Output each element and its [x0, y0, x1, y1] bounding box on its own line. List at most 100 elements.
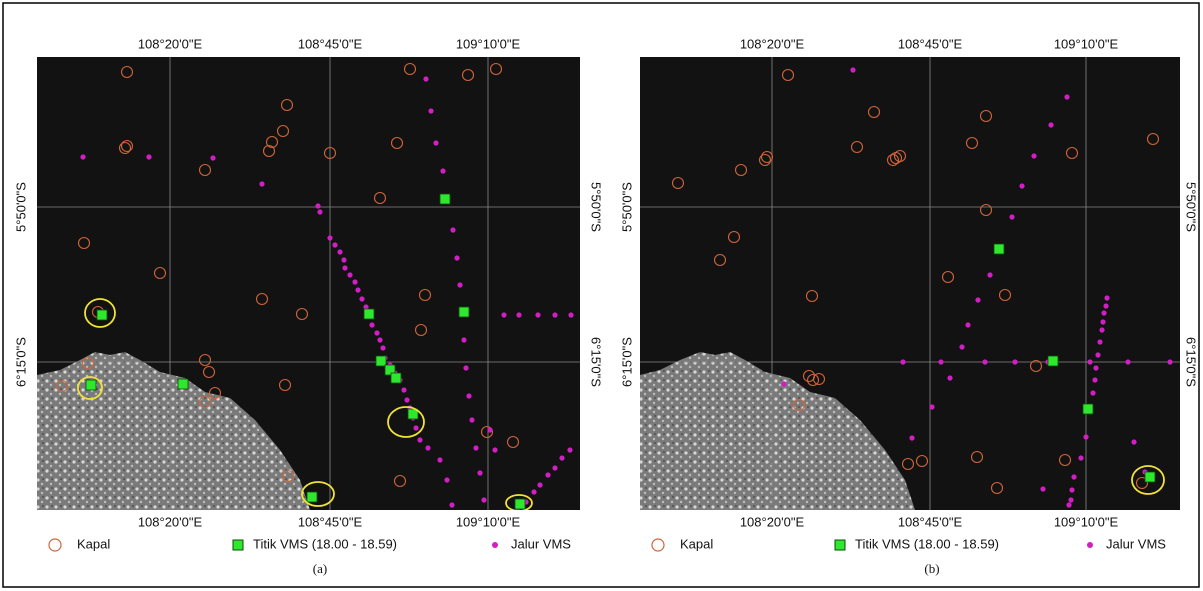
longitude-label: 108°45'0"E	[298, 36, 363, 51]
vms-track-point	[341, 257, 346, 262]
longitude-label: 109°10'0"E	[456, 36, 521, 51]
vms-track-point	[1097, 339, 1102, 344]
vms-track-point	[1031, 153, 1036, 158]
vms-track-point	[449, 502, 454, 507]
vms-track-point	[450, 227, 455, 232]
longitude-label: 108°20'0"E	[740, 514, 805, 529]
vms-track-point	[466, 393, 471, 398]
vms-track-point	[437, 457, 442, 462]
latitude-label: 5°50'0"S	[13, 182, 28, 232]
panel-a: 108°20'0"E108°20'0"E108°45'0"E108°45'0"E…	[13, 36, 603, 576]
latitude-label: 6°15'0"S	[13, 337, 28, 387]
vms-track-point	[487, 427, 492, 432]
caption: (b)	[924, 561, 939, 576]
vms-track-point	[428, 108, 433, 113]
vms-track-point	[545, 472, 550, 477]
vms-track-point	[909, 435, 914, 440]
figure: 108°20'0"E 108°20'0"E 108°45'0"E 108°45'0"E…	[0, 0, 1203, 591]
vms-track-point	[401, 387, 406, 392]
vms-track-point	[1092, 377, 1097, 382]
legend-vms-point-symbol	[835, 540, 845, 550]
vms-track-point	[1093, 365, 1098, 370]
vms-track-point	[1019, 183, 1024, 188]
longitude-label: 108°45'0"E	[898, 514, 963, 529]
vms-track-point	[463, 365, 468, 370]
longitude-label: 108°20'0"E	[740, 36, 805, 51]
vms-track-point	[210, 155, 215, 160]
vms-point	[376, 356, 386, 366]
vms-track-point	[938, 359, 943, 364]
vms-track-point	[342, 265, 347, 270]
vms-track-point	[552, 465, 557, 470]
vms-track-point	[535, 312, 540, 317]
latitude-label: 5°50'0"S	[619, 182, 634, 232]
vms-track-point	[492, 447, 497, 452]
latitude-label: 5°50'0"S	[1184, 182, 1199, 232]
vms-track-point	[850, 67, 855, 72]
vms-track-point	[477, 470, 482, 475]
longitude-label: 109°10'0"E	[456, 514, 521, 529]
vms-track-point	[501, 312, 506, 317]
legend-label: Titik VMS (18.00 - 18.59)	[855, 536, 999, 551]
vms-track-point	[559, 455, 564, 460]
vms-track-point	[1012, 359, 1017, 364]
vms-point	[97, 310, 107, 320]
vms-track-point	[461, 337, 466, 342]
vms-track-point	[457, 282, 462, 287]
latitude-label: 6°15'0"S	[1184, 337, 1199, 387]
caption: (a)	[313, 561, 327, 576]
vms-track-point	[417, 437, 422, 442]
vms-track-point	[568, 312, 573, 317]
legend-label: Jalur VMS	[1106, 536, 1166, 551]
vms-track-point	[374, 330, 379, 335]
vms-track-point	[537, 482, 542, 487]
longitude-label: 108°45'0"E	[898, 36, 963, 51]
vms-point	[307, 492, 317, 502]
vms-track-point	[1083, 434, 1088, 439]
latitude-label: 6°15'0"S	[589, 337, 604, 387]
vms-track-point	[327, 235, 332, 240]
vms-track-point	[1131, 439, 1136, 444]
legend-label: Kapal	[680, 536, 713, 551]
vms-point	[994, 244, 1004, 254]
longitude-label: 109°10'0"E	[1054, 514, 1119, 529]
vms-track-point	[404, 397, 409, 402]
vms-track-point	[337, 249, 342, 254]
vms-track-point	[454, 255, 459, 260]
vms-track-point	[1068, 497, 1073, 502]
vms-track-point	[1090, 390, 1095, 395]
legend-vms-track-symbol	[1087, 542, 1093, 548]
longitude-label: 108°20'0"E	[138, 36, 203, 51]
vms-track-point	[965, 322, 970, 327]
vms-point	[86, 380, 96, 390]
vms-track-point	[900, 359, 905, 364]
vms-point	[364, 309, 374, 319]
vms-track-point	[1040, 486, 1045, 491]
vms-track-point	[369, 322, 374, 327]
vms-track-point	[380, 345, 385, 350]
vms-track-point	[347, 272, 352, 277]
vms-point	[459, 307, 469, 317]
vms-track-point	[413, 425, 418, 430]
vms-track-point	[444, 477, 449, 482]
vms-track-point	[959, 344, 964, 349]
vms-track-point	[1087, 359, 1092, 364]
vms-track-point	[481, 497, 486, 502]
vms-track-point	[315, 203, 320, 208]
vms-track-point	[1078, 455, 1083, 460]
vms-track-point	[359, 296, 364, 301]
panel-b: 108°20'0"E 108°20'0"E 108°45'0"E 108°45'0"E…	[619, 36, 1198, 576]
legend-label: Kapal	[77, 536, 110, 551]
vms-track-point	[80, 154, 85, 159]
vms-point	[391, 373, 401, 383]
longitude-label: 108°20'0"E	[138, 514, 203, 529]
legend-label: Titik VMS (18.00 - 18.59)	[253, 536, 397, 551]
vms-track-point	[947, 375, 952, 380]
vms-point	[515, 499, 525, 509]
vms-point	[1083, 404, 1093, 414]
vms-track-point	[440, 168, 445, 173]
vms-track-point	[355, 287, 360, 292]
vms-point	[178, 379, 188, 389]
vms-track-point	[425, 445, 430, 450]
vms-track-point	[552, 312, 557, 317]
